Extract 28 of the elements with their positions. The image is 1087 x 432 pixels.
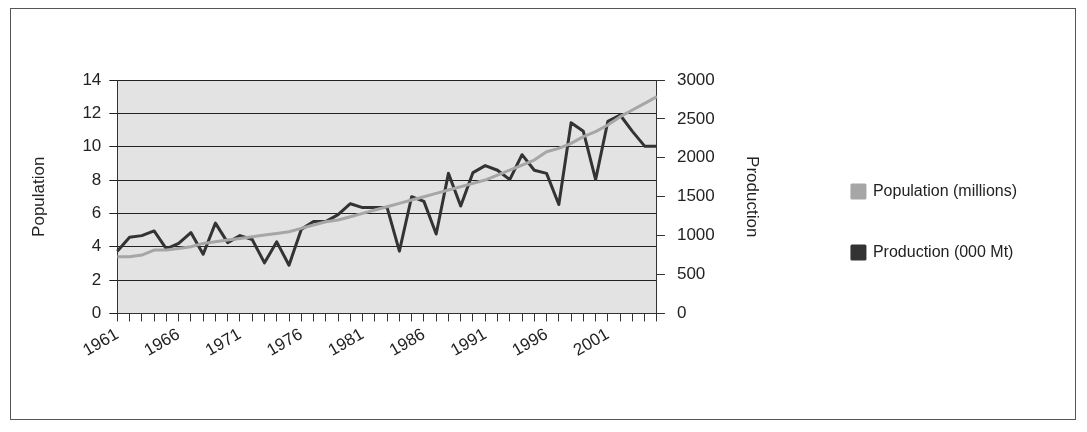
- x-tick-label: 1961: [79, 324, 122, 360]
- y-tick-label: 0: [91, 303, 102, 323]
- y-tick-label: 8: [91, 169, 102, 189]
- y2-axis-title: Production: [743, 156, 763, 238]
- x-tick-label: 1981: [324, 324, 367, 360]
- x-tick-label: 2001: [569, 324, 613, 360]
- y2-tick-label: 1500: [676, 186, 715, 206]
- y2-tick-label: 2000: [676, 147, 715, 167]
- y2-tick-label: 3000: [676, 69, 715, 89]
- y-tick-label: 6: [91, 203, 102, 223]
- y-tick-label: 2: [91, 269, 102, 289]
- x-tick-label: 1996: [508, 324, 551, 360]
- x-tick-label: 1966: [140, 324, 183, 360]
- y2-tick-label: 1000: [676, 225, 715, 245]
- y-tick-label: 4: [91, 236, 102, 256]
- x-tick-label: 1991: [447, 324, 490, 360]
- y2-tick-label: 2500: [676, 108, 715, 128]
- x-tick-label: 1986: [386, 324, 429, 360]
- y-tick-label: 10: [82, 136, 102, 156]
- y-axis-title: Population: [28, 156, 48, 237]
- x-tick-label: 1971: [202, 324, 245, 360]
- x-tick-label: 1976: [263, 324, 306, 360]
- y-tick-label: 12: [82, 103, 102, 123]
- legend-label: Production (000 Mt): [872, 242, 1014, 260]
- y-tick-label: 14: [82, 69, 102, 89]
- y2-tick-label: 0: [676, 303, 687, 323]
- y2-tick-label: 500: [676, 264, 706, 284]
- legend-label: Population (millions): [872, 181, 1017, 199]
